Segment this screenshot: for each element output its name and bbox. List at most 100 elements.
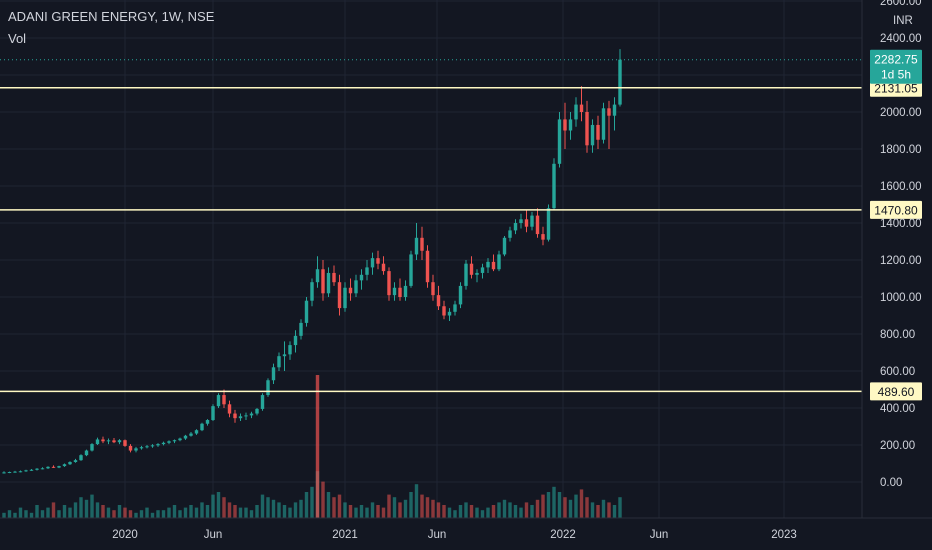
volume-bar <box>172 505 177 518</box>
volume-bar <box>79 497 83 518</box>
candle-body <box>172 440 177 442</box>
volume-bar <box>508 502 512 518</box>
level-tag <box>870 382 922 401</box>
volume-bar <box>502 499 507 518</box>
volume-bar <box>304 492 309 518</box>
candle-body <box>365 267 369 275</box>
x-tick-label: Jun <box>204 529 223 541</box>
candle-body <box>612 104 617 116</box>
candle-body <box>398 287 402 297</box>
candle-body <box>508 230 512 238</box>
volume-bar <box>332 497 336 518</box>
volume-bar <box>139 510 144 518</box>
candle-body <box>491 261 496 270</box>
volume-bar <box>216 492 221 518</box>
volume-bar <box>145 507 149 518</box>
y-tick-label: 1400.00 <box>880 218 922 230</box>
symbol-title[interactable]: ADANI GREEN ENERGY, 1W, NSE <box>8 9 215 24</box>
candle-body <box>458 285 463 305</box>
candle-body <box>145 446 149 448</box>
candle-body <box>112 440 116 443</box>
candle-body <box>601 108 606 140</box>
volume-bar-spike <box>315 375 320 518</box>
candle-body <box>79 455 83 461</box>
candle-body <box>436 295 441 307</box>
volume-bar <box>57 510 61 518</box>
candle-body <box>18 471 23 473</box>
last-price-value: 2282.75 <box>874 53 918 67</box>
level-tag <box>870 200 922 219</box>
candle-body <box>46 466 50 469</box>
candle-body <box>337 282 342 309</box>
volume-bar <box>541 494 545 518</box>
candle-body <box>596 124 600 140</box>
candle-body <box>431 282 435 296</box>
candle-body <box>403 285 408 297</box>
volume-bar <box>134 512 138 518</box>
volume-bar <box>552 486 556 518</box>
volume-bar <box>84 499 89 518</box>
y-tick-label: 0.00 <box>880 477 902 489</box>
candle-body <box>51 466 56 468</box>
volume-bar <box>326 492 331 518</box>
candle-body <box>497 254 501 270</box>
volume-bar <box>387 494 391 518</box>
volume-bar <box>260 494 265 518</box>
volume-bar <box>442 505 446 518</box>
horizontal-levels[interactable]: 2131.05 1470.80 489.60 <box>0 59 922 401</box>
volume-bar <box>453 510 457 518</box>
y-tick-label: 800.00 <box>880 329 915 341</box>
candle-body <box>563 119 567 131</box>
volume-bar <box>469 505 474 518</box>
x-tick-label: Jun <box>650 529 669 541</box>
candle-body <box>205 420 210 424</box>
candle-body <box>216 395 221 407</box>
volume-bar <box>233 505 237 518</box>
y-tick-label: 600.00 <box>880 366 915 378</box>
volume-bar <box>475 507 479 518</box>
candle-body <box>227 404 232 414</box>
candle-body <box>425 250 430 283</box>
x-tick-label: 2021 <box>332 529 358 541</box>
candle-body <box>530 215 534 227</box>
volume-indicator-label[interactable]: Vol <box>8 31 27 46</box>
volume-bar <box>249 510 254 518</box>
candle-body <box>590 124 595 146</box>
candle-body <box>128 445 133 451</box>
candle-body <box>73 460 78 463</box>
y-tick-label: 1000.00 <box>880 292 922 304</box>
volume-bar <box>277 502 281 518</box>
volume-bar <box>376 505 380 518</box>
candle-body <box>29 469 34 471</box>
volume-bar <box>348 505 353 518</box>
volume-bar <box>106 507 111 518</box>
candle-body <box>442 306 446 316</box>
volume-bar <box>464 502 468 518</box>
volume-bar <box>282 505 287 518</box>
volume-bar <box>266 497 270 518</box>
volume-bar <box>458 505 463 518</box>
candle-body <box>420 237 424 251</box>
volume-bar <box>205 505 210 518</box>
volume-bar <box>612 505 617 518</box>
x-tick-label: 2020 <box>112 529 138 541</box>
candle-body <box>574 104 578 120</box>
volume-bar <box>156 510 160 518</box>
candle-body <box>68 462 72 465</box>
candle-body <box>414 237 419 255</box>
volume-bar <box>299 499 303 518</box>
candle-body <box>409 254 413 286</box>
volume-bar <box>227 502 232 518</box>
candle-body <box>156 444 160 446</box>
candle-body <box>480 267 485 273</box>
candle-body <box>200 423 204 431</box>
volume-bar <box>310 486 314 518</box>
candle-body <box>332 272 336 283</box>
candle-body <box>607 108 611 116</box>
candle-body <box>222 395 226 405</box>
volume-bar <box>255 505 259 518</box>
volume-bar <box>194 507 199 518</box>
candle-body <box>524 219 529 227</box>
